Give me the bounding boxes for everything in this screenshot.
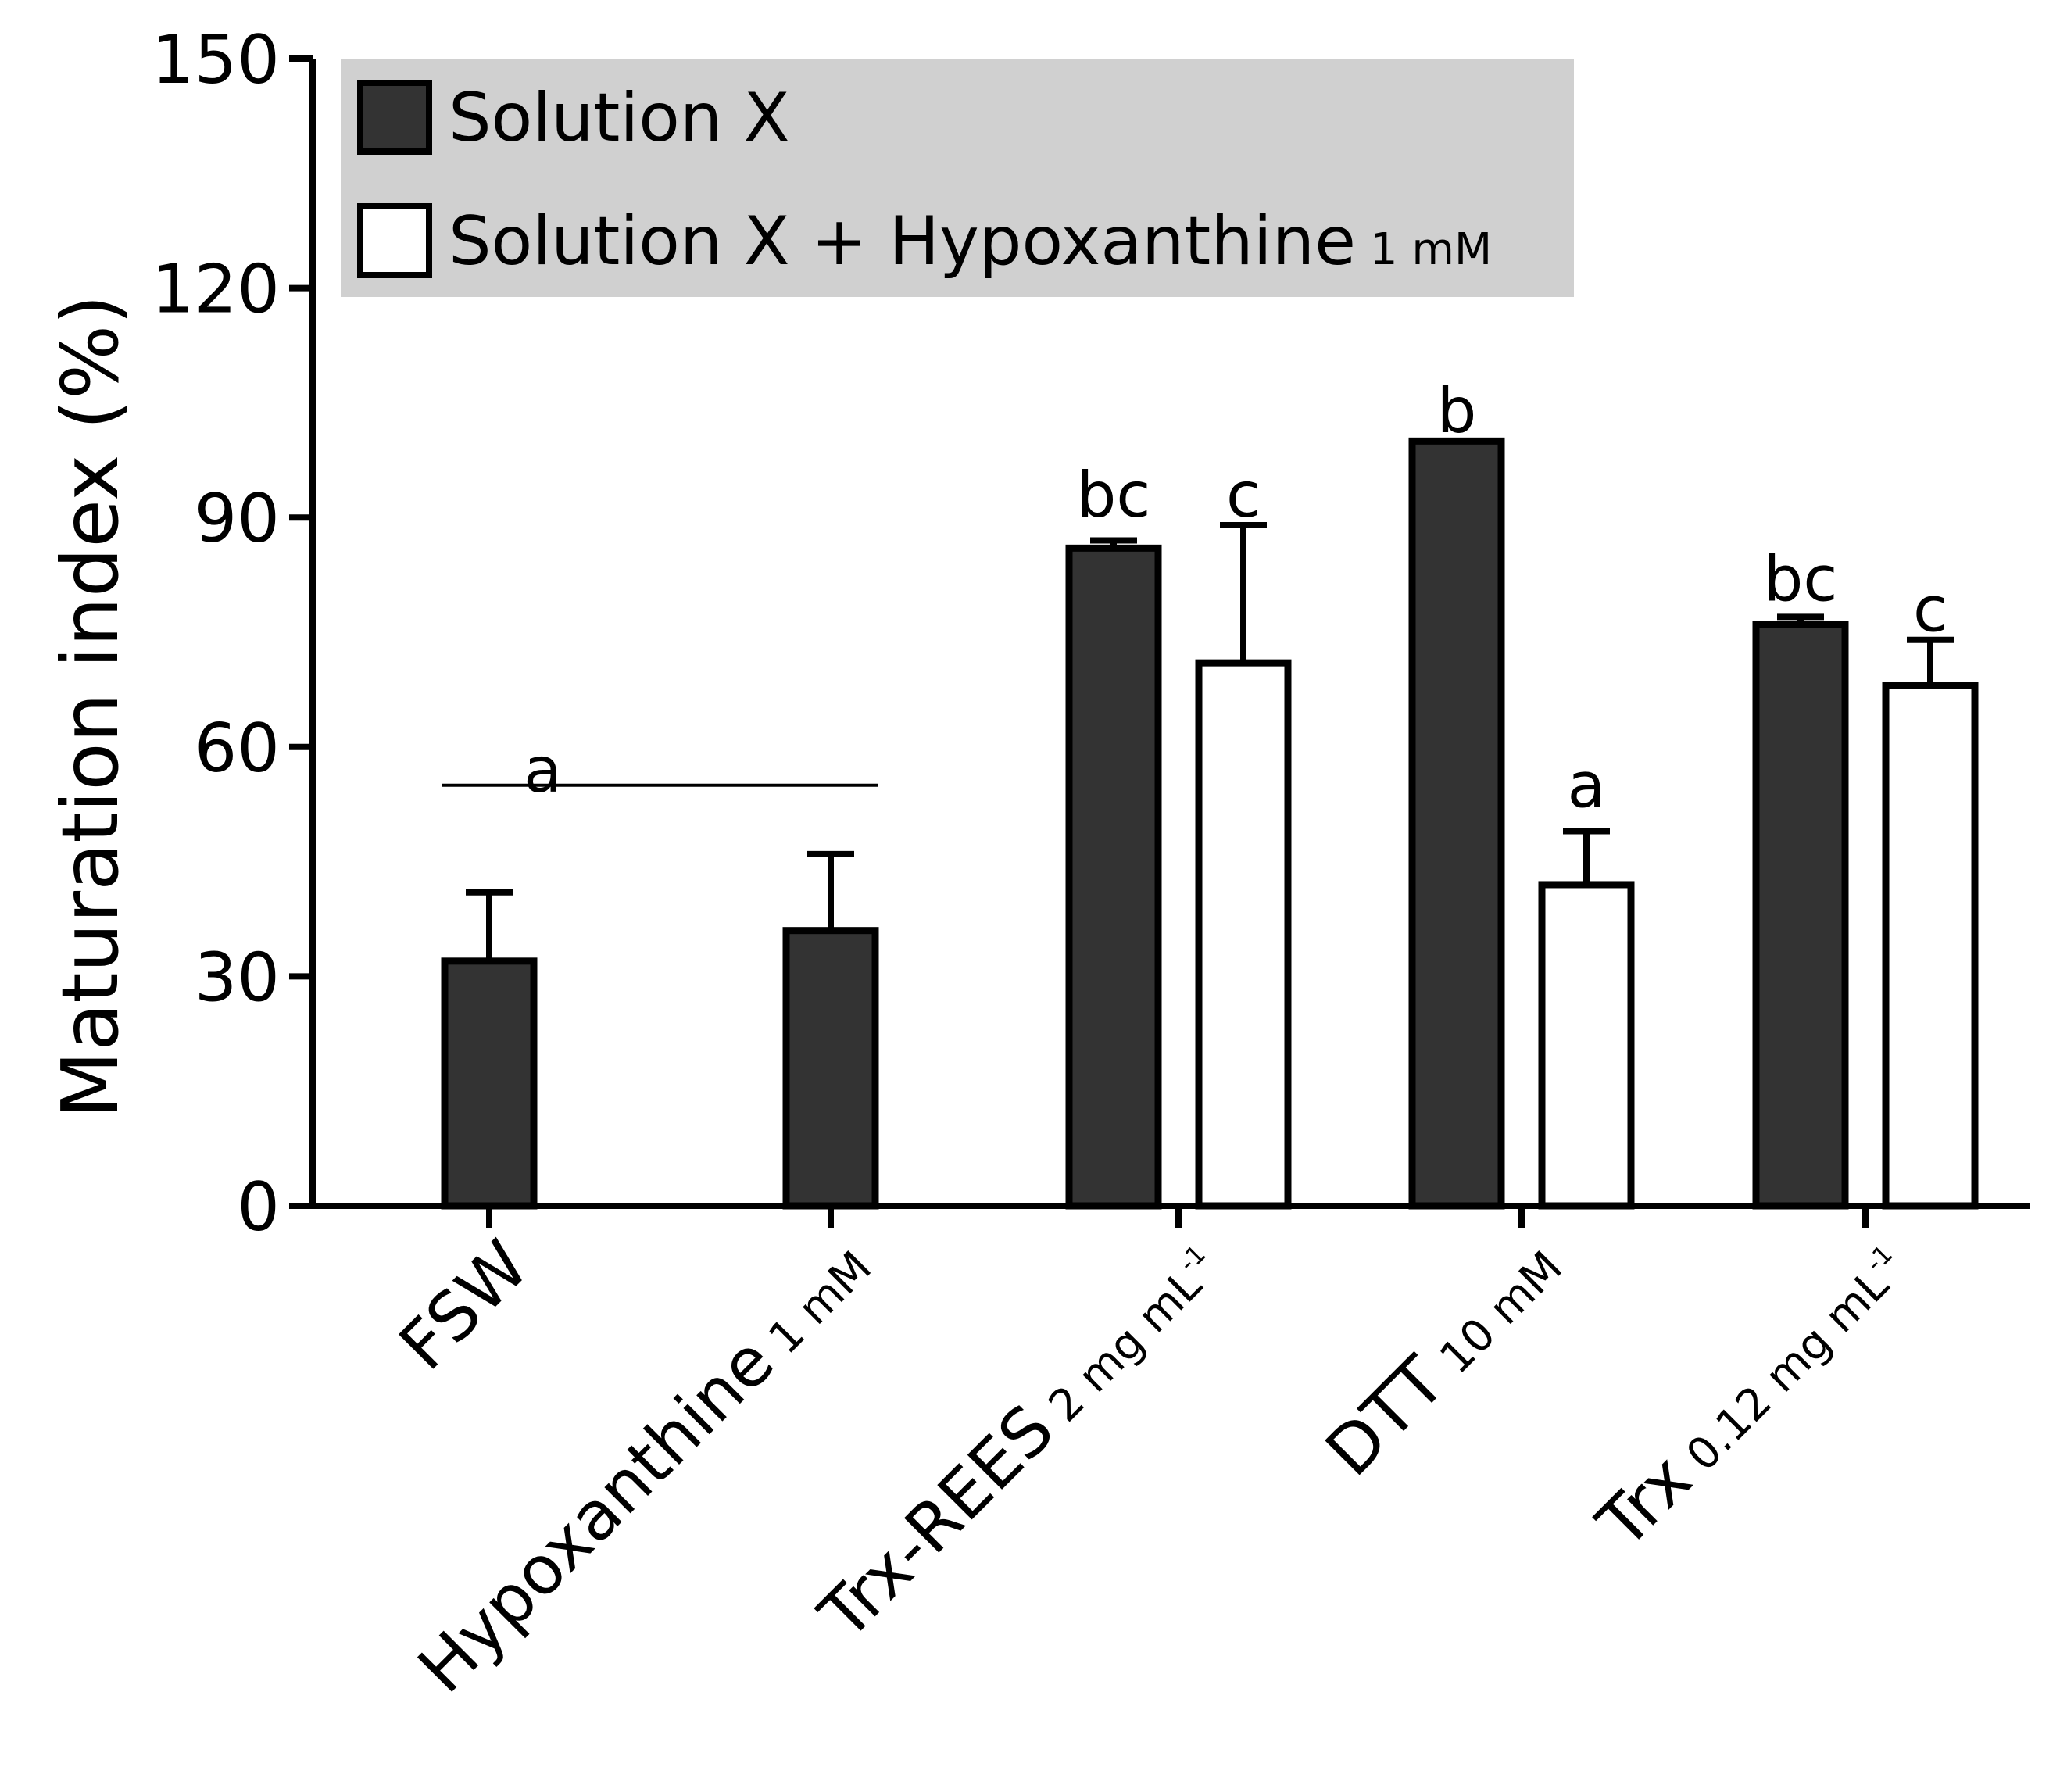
significance-letter-4: a — [1567, 749, 1605, 822]
significance-letter-2: c — [1226, 459, 1261, 531]
legend-label-2: Solution X + Hypoxanthine 1 mM — [449, 202, 1492, 281]
y-axis-title: Maturation index (%) — [45, 295, 136, 1118]
bar-1-2 — [1065, 544, 1162, 1210]
legend-box — [341, 59, 1574, 297]
bar-2-3 — [1538, 881, 1635, 1210]
y-tick-label: 90 — [195, 480, 280, 558]
significance-letter-3: b — [1437, 374, 1477, 447]
significance-letter-5: bc — [1764, 542, 1838, 615]
y-tick-label: 150 — [152, 21, 280, 99]
y-tick-label: 30 — [195, 939, 280, 1017]
y-tick-label: 0 — [237, 1168, 280, 1247]
bar-2-2 — [1195, 659, 1292, 1210]
bar-1-0 — [441, 957, 538, 1210]
legend-swatch-2 — [357, 203, 432, 278]
y-tick-label: 120 — [152, 251, 280, 329]
legend-label-1: Solution X — [449, 79, 790, 157]
x-category-label-4: Trx 0.12 mg mL-1 — [1583, 1226, 1920, 1564]
bar-1-3 — [1408, 437, 1505, 1210]
x-category-label-0: FSW — [384, 1226, 543, 1385]
significance-letter-6: c — [1913, 574, 1947, 646]
y-tick-label: 60 — [195, 710, 280, 788]
x-category-label-2: Trx-REES 2 mg mL-1 — [804, 1226, 1232, 1654]
significance-letter-0: a — [524, 734, 562, 807]
x-category-label-3: DTT 10 mM — [1311, 1226, 1576, 1491]
legend-swatch-1 — [357, 80, 432, 155]
bar-1-4 — [1752, 621, 1849, 1210]
bar-1-1 — [782, 927, 879, 1210]
bar-2-4 — [1882, 682, 1979, 1210]
significance-letter-1: bc — [1077, 459, 1151, 531]
